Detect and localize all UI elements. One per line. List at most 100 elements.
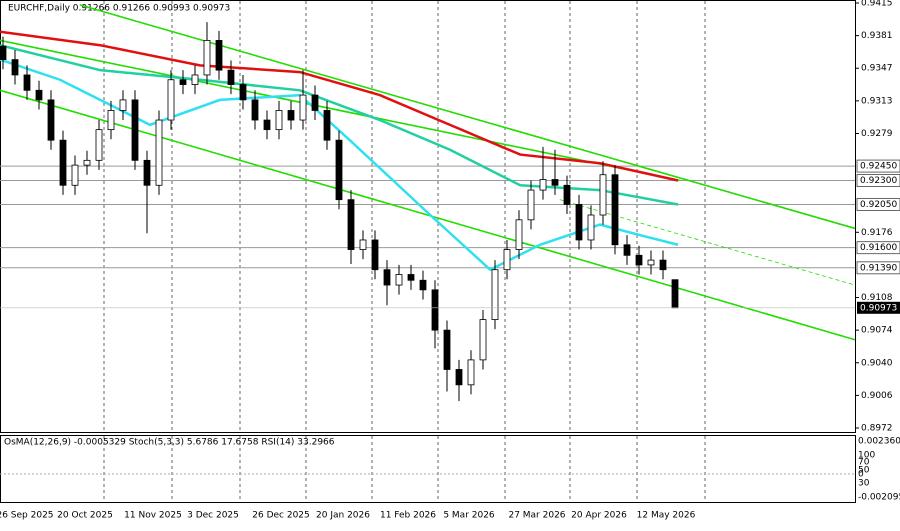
candle-body: [167, 79, 175, 121]
indicator-label: 0: [858, 470, 864, 480]
candle-body: [551, 179, 559, 186]
x-tick-label: 3 Dec 2025: [187, 511, 239, 521]
candle-body: [383, 269, 391, 286]
x-tick-label: 20 Apr 2026: [571, 511, 627, 521]
y-tick-label: 0.9074: [861, 326, 893, 336]
candle-body: [11, 59, 19, 76]
candle-body: [35, 89, 43, 101]
y-tick-label: 0.9313: [861, 96, 893, 106]
candle-body: [395, 274, 403, 286]
indicator-label: 30: [858, 479, 870, 489]
candle-body: [299, 94, 307, 121]
candle-body: [671, 279, 679, 309]
candle-body: [563, 184, 571, 205]
y-tick-label: 0.9006: [861, 391, 893, 401]
last-price-label: 0.90973: [860, 303, 897, 313]
y-tick-label: 0.9279: [861, 129, 893, 139]
moving-average: [0, 43, 679, 206]
candle-body: [419, 279, 427, 291]
indicator-title: OsMA(12,26,9) -0.0005329 Stoch(5,3,3) 5.…: [4, 438, 335, 448]
candle-body: [623, 244, 631, 256]
candle-body: [311, 94, 319, 111]
x-tick-label: 26 Sep 2025: [0, 511, 54, 521]
last-price-box: [857, 301, 900, 314]
candle-body: [215, 40, 223, 71]
level-label: 0.91600: [860, 243, 897, 253]
y-tick-label: 0.9415: [861, 0, 893, 9]
candle-body: [359, 239, 367, 250]
trendline: [0, 89, 856, 341]
indicator-label: 50: [858, 466, 870, 476]
x-tick-label: 26 Dec 2025: [252, 511, 310, 521]
candle-body: [287, 110, 295, 121]
candle-body: [275, 110, 283, 131]
y-tick-label: 0.9040: [861, 358, 893, 368]
candle-body: [227, 69, 235, 85]
x-tick-label: 27 Mar 2026: [508, 511, 565, 521]
candle-body: [587, 214, 595, 241]
price-pane: [0, 0, 856, 433]
candle-body: [575, 204, 583, 241]
moving-average: [0, 30, 679, 182]
level-box: [856, 197, 900, 211]
level-box: [856, 159, 900, 173]
candle-body: [23, 74, 31, 91]
y-tick-label: 0.8972: [861, 424, 893, 434]
candle-body: [599, 174, 607, 216]
level-box: [856, 261, 900, 275]
indicator-label: 100: [858, 451, 875, 461]
candle-body: [191, 74, 199, 85]
candle-body: [203, 40, 211, 76]
candle-body: [47, 99, 55, 141]
y-tick-label: 0.9347: [861, 64, 893, 74]
candle-body: [491, 269, 499, 320]
y-tick-label: 0.9176: [861, 228, 893, 238]
candle-body: [635, 254, 643, 266]
candle-body: [431, 289, 439, 331]
candle-body: [59, 139, 67, 186]
indicator-pane: [0, 435, 856, 503]
candle-body: [155, 119, 163, 186]
y-tick-label: 0.9108: [861, 293, 893, 303]
indicator-label: 70: [858, 458, 870, 468]
x-tick-label: 5 Mar 2026: [443, 511, 495, 521]
x-tick-label: 12 May 2026: [637, 511, 696, 521]
candle-body: [407, 274, 415, 281]
candle-body: [611, 174, 619, 246]
candle-body: [323, 110, 331, 141]
candle-body: [347, 199, 355, 250]
x-tick-label: 11 Nov 2025: [124, 511, 182, 521]
candle-body: [539, 179, 547, 191]
candle-body: [131, 99, 139, 161]
candle-body: [83, 159, 91, 166]
candle-body: [335, 139, 343, 201]
level-label: 0.91390: [860, 263, 897, 273]
candle-body: [467, 359, 475, 386]
candle-body: [527, 189, 535, 221]
candle-body: [455, 369, 463, 386]
candle-body: [503, 249, 511, 271]
level-label: 0.92450: [860, 162, 897, 172]
y-tick-label: 0.9381: [861, 31, 893, 41]
x-tick-label: 11 Feb 2026: [380, 511, 436, 521]
indicator-label: -0.002095: [858, 493, 900, 503]
candle-body: [0, 45, 7, 61]
candle-body: [143, 159, 151, 186]
level-box: [856, 173, 900, 187]
level-label: 0.92050: [860, 200, 897, 210]
x-tick-label: 20 Oct 2025: [57, 511, 113, 521]
candle-body: [71, 164, 79, 186]
candle-body: [443, 329, 451, 370]
candle-body: [479, 319, 487, 361]
indicator-label: 0.002360: [858, 437, 900, 447]
level-box: [856, 241, 900, 255]
candle-body: [239, 84, 247, 101]
trendline: [559, 199, 856, 286]
trendline: [0, 39, 680, 182]
candle-body: [107, 110, 115, 131]
x-tick-label: 20 Jan 2026: [316, 511, 370, 521]
candle-body: [371, 239, 379, 271]
candle-body: [95, 129, 103, 161]
